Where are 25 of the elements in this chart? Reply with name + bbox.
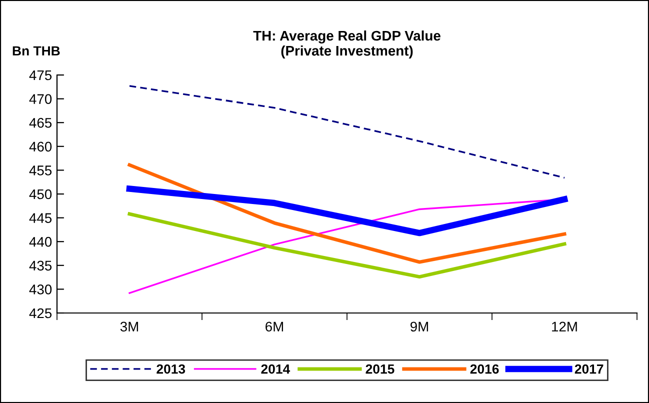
- legend-label: 2016: [470, 364, 499, 374]
- y-tick-label: 435: [29, 260, 52, 271]
- y-tick-label: 440: [29, 236, 52, 247]
- legend-label: 2014: [261, 364, 290, 374]
- chart-title: TH: Average Real GDP Value (Private Investment): [253, 30, 440, 58]
- y-tick-label: 470: [29, 94, 52, 104]
- y-tick-label: 455: [29, 166, 52, 176]
- x-tick-label: 12M: [552, 322, 577, 332]
- y-tick-label: 425: [29, 308, 52, 318]
- x-tick-label: 6M: [266, 322, 284, 332]
- legend-label: 2017: [574, 364, 604, 374]
- x-tick-label: 3M: [120, 322, 138, 332]
- y-axis-title: Bn THB: [12, 46, 60, 56]
- y-tick-label: 475: [29, 70, 52, 80]
- line-series: [128, 163, 566, 264]
- legend-label: 2015: [366, 364, 394, 374]
- y-tick-label: 450: [29, 189, 52, 200]
- x-tick-label: 9M: [410, 322, 428, 332]
- y-tick-label: 445: [29, 213, 52, 223]
- y-tick-label: 430: [29, 284, 52, 294]
- y-tick-label: 460: [29, 142, 52, 152]
- y-tick-label: 465: [29, 118, 52, 128]
- line-series: [128, 212, 566, 279]
- line-series: [128, 85, 566, 179]
- legend-label: 2013: [156, 364, 186, 374]
